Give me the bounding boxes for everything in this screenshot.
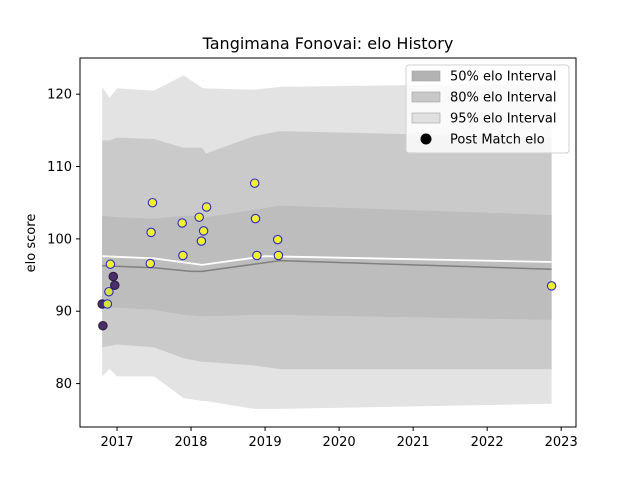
legend-label: 50% elo Interval: [450, 70, 557, 85]
data-point: [178, 250, 188, 261]
x-tick-label: 2019: [249, 435, 282, 450]
data-point: [250, 213, 261, 224]
legend-label: 95% elo Interval: [450, 112, 557, 127]
x-tick-label: 2017: [100, 435, 133, 450]
y-tick-label: 90: [55, 305, 72, 320]
data-point: [104, 286, 114, 297]
y-axis-label: elo score: [24, 214, 39, 273]
data-point: [546, 281, 557, 291]
data-point: [108, 271, 119, 282]
y-tick-label: 100: [47, 232, 72, 247]
data-point: [194, 212, 204, 222]
y-tick-label: 80: [55, 377, 72, 392]
median-line: [102, 259, 552, 273]
data-point: [273, 250, 284, 261]
x-tick-label: 2018: [174, 435, 207, 450]
legend-swatch: [411, 91, 441, 103]
legend-label: 80% elo Interval: [450, 91, 557, 106]
y-tick-label: 120: [47, 88, 72, 103]
axes-frame: [79, 57, 577, 428]
data-point: [249, 178, 260, 188]
legend: 50% elo Interval 80% elo Interval 95% elo …: [405, 64, 570, 154]
plot-area: [97, 75, 557, 409]
mean-line: [102, 255, 552, 266]
x-tick-label: 2022: [471, 435, 504, 450]
x-tick-label: 2020: [323, 435, 356, 450]
data-point: [110, 280, 120, 290]
data-point: [201, 202, 212, 212]
axes: 2017 2018 2019 2020 2021 2022 2023 80 90 100 110 12…: [47, 57, 578, 450]
data-point: [102, 299, 113, 309]
x-tick-label: 2023: [545, 435, 578, 450]
legend-label: Post Match elo: [450, 133, 545, 148]
data-point: [272, 234, 283, 245]
data-point: [147, 197, 158, 208]
y-tick-label: 110: [47, 160, 72, 175]
legend-swatch: [411, 70, 441, 82]
x-tick-label: 2021: [397, 435, 430, 450]
legend-swatch: [411, 112, 441, 124]
data-point: [146, 227, 156, 238]
data-point: [105, 259, 116, 269]
legend-marker: [420, 133, 432, 145]
data-point: [252, 250, 262, 261]
data-point: [196, 236, 207, 246]
legend-box: [405, 64, 570, 154]
data-point: [98, 320, 108, 331]
data-point: [198, 226, 209, 236]
data-point: [145, 258, 156, 269]
data-point: [177, 218, 187, 228]
chart-title: Tangimana Fonovai: elo History: [202, 34, 454, 53]
